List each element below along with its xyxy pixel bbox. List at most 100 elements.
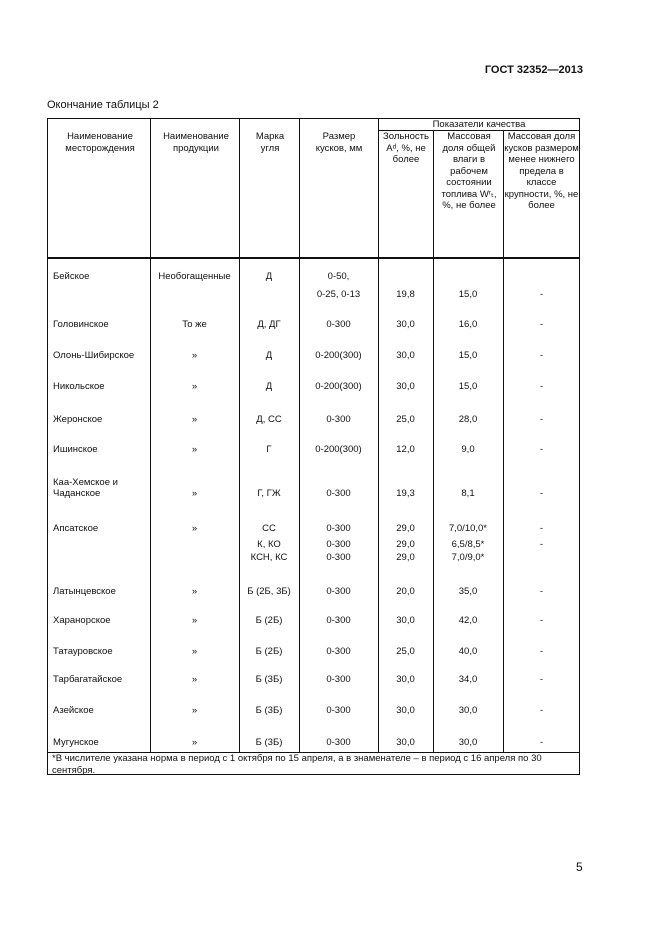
cell-size: 0-300 <box>326 586 351 597</box>
cell-deposit: Азейское <box>53 705 94 716</box>
cell-fines: - <box>539 289 544 300</box>
cell-deposit: Ишинское <box>53 444 98 455</box>
cell-moisture: 9,0 <box>461 444 475 455</box>
cell-deposit: Головинское <box>53 319 109 330</box>
cell-product: Необогащенные <box>158 271 231 282</box>
cell-moisture: 16,0 <box>458 319 478 330</box>
cell-size: 0-300 <box>326 705 351 716</box>
cell-size: 0-300 <box>326 319 351 330</box>
cell-grade: Д, СС <box>256 414 282 425</box>
column-divider <box>239 118 240 753</box>
cell-moisture: 35,0 <box>458 586 478 597</box>
cell-fines: - <box>539 523 544 534</box>
cell-moisture: 28,0 <box>458 414 478 425</box>
column-divider <box>503 130 504 753</box>
cell-deposit: Харанорское <box>53 615 111 626</box>
cell-fines: - <box>539 444 544 455</box>
cell-product: » <box>191 615 198 626</box>
cell-grade: К, КО <box>257 539 281 550</box>
cell-fines: - <box>539 319 544 330</box>
cell-fines: - <box>539 737 544 748</box>
cell-deposit-line2: Чаданское <box>53 488 101 499</box>
cell-grade: КСН, КС <box>250 552 288 563</box>
standard-number: ГОСТ 32352—2013 <box>484 64 583 76</box>
header-ash: Зольность Aᵈ, %, не более <box>383 131 429 165</box>
cell-ash: 29,0 <box>396 552 415 563</box>
column-divider <box>378 118 379 753</box>
cell-ash: 30,0 <box>396 674 415 685</box>
cell-deposit: Олонь-Шибирское <box>53 350 135 361</box>
cell-product: » <box>191 523 198 534</box>
header-bottom-rule <box>47 257 580 259</box>
cell-product: » <box>191 737 198 748</box>
column-divider <box>433 130 434 753</box>
cell-ash: 30,0 <box>396 381 415 392</box>
cell-deposit: Никольское <box>53 381 105 392</box>
cell-ash: 30,0 <box>396 615 415 626</box>
cell-size: 0-200(300) <box>315 444 362 455</box>
cell-grade: Д <box>265 271 273 282</box>
cell-fines: - <box>539 586 544 597</box>
cell-ash: 19,3 <box>396 488 415 499</box>
cell-size: 0-300 <box>326 646 351 657</box>
cell-grade: СС <box>262 523 276 534</box>
cell-deposit: Жеронское <box>53 414 103 425</box>
page-number: 5 <box>576 860 583 874</box>
cell-product: То же <box>182 319 207 330</box>
cell-moisture: 42,0 <box>458 615 478 626</box>
cell-product: » <box>191 350 198 361</box>
cell-ash: 12,0 <box>396 444 415 455</box>
header-product: Наименование продукции <box>163 131 229 154</box>
header-quality-group: Показатели качества <box>432 119 526 130</box>
cell-moisture: 40,0 <box>458 646 478 657</box>
cell-moisture: 30,0 <box>458 705 478 716</box>
cell-grade: Г, ГЖ <box>257 488 281 499</box>
cell-grade: Б (3Б) <box>255 737 283 748</box>
cell-moisture: 34,0 <box>458 674 478 685</box>
footnote-divider <box>47 752 580 753</box>
cell-ash: 25,0 <box>396 414 415 425</box>
cell-fines: - <box>539 414 544 425</box>
cell-product: » <box>191 381 198 392</box>
cell-deposit: Латынцевское <box>53 586 116 597</box>
cell-moisture: 30,0 <box>458 737 478 748</box>
cell-deposit: Апсатское <box>53 523 99 534</box>
header-grade: Марка угля <box>255 131 285 154</box>
cell-product: » <box>191 414 198 425</box>
cell-size: 0-300 <box>326 539 351 550</box>
cell-moisture: 8,1 <box>461 488 475 499</box>
cell-deposit: Бейское <box>53 271 90 282</box>
cell-grade: Д <box>265 350 273 361</box>
cell-product: » <box>191 488 198 499</box>
cell-deposit: Каа-Хемское и <box>53 477 118 488</box>
cell-deposit: Тарбагатайское <box>53 674 123 685</box>
cell-product: » <box>191 705 198 716</box>
cell-moisture: 7,0/9,0* <box>451 552 485 563</box>
cell-ash: 30,0 <box>396 319 415 330</box>
cell-size-line2: 0-25, 0-13 <box>316 289 361 300</box>
cell-moisture: 15,0 <box>458 350 478 361</box>
cell-fines: - <box>539 488 544 499</box>
cell-ash: 29,0 <box>396 539 415 550</box>
cell-ash: 30,0 <box>396 705 415 716</box>
cell-fines: - <box>539 674 544 685</box>
column-divider <box>299 118 300 753</box>
cell-size: 0-300 <box>326 674 351 685</box>
header-deposit: Наименование месторождения <box>65 131 135 154</box>
cell-product: » <box>191 646 198 657</box>
cell-size: 0-300 <box>326 488 351 499</box>
cell-deposit: Мугунское <box>53 737 99 748</box>
cell-size: 0-300 <box>326 414 351 425</box>
cell-fines: - <box>539 381 544 392</box>
header-fines: Массовая доля кусков размером менее нижн… <box>504 131 579 211</box>
cell-ash: 30,0 <box>396 350 415 361</box>
cell-size: 0-200(300) <box>315 350 362 361</box>
cell-moisture: 15,0 <box>458 289 478 300</box>
cell-grade: Г <box>266 444 272 455</box>
cell-fines: - <box>539 646 544 657</box>
header-divider <box>378 130 580 131</box>
data-table <box>47 118 580 775</box>
cell-product: » <box>191 444 198 455</box>
cell-size: 0-300 <box>326 552 351 563</box>
